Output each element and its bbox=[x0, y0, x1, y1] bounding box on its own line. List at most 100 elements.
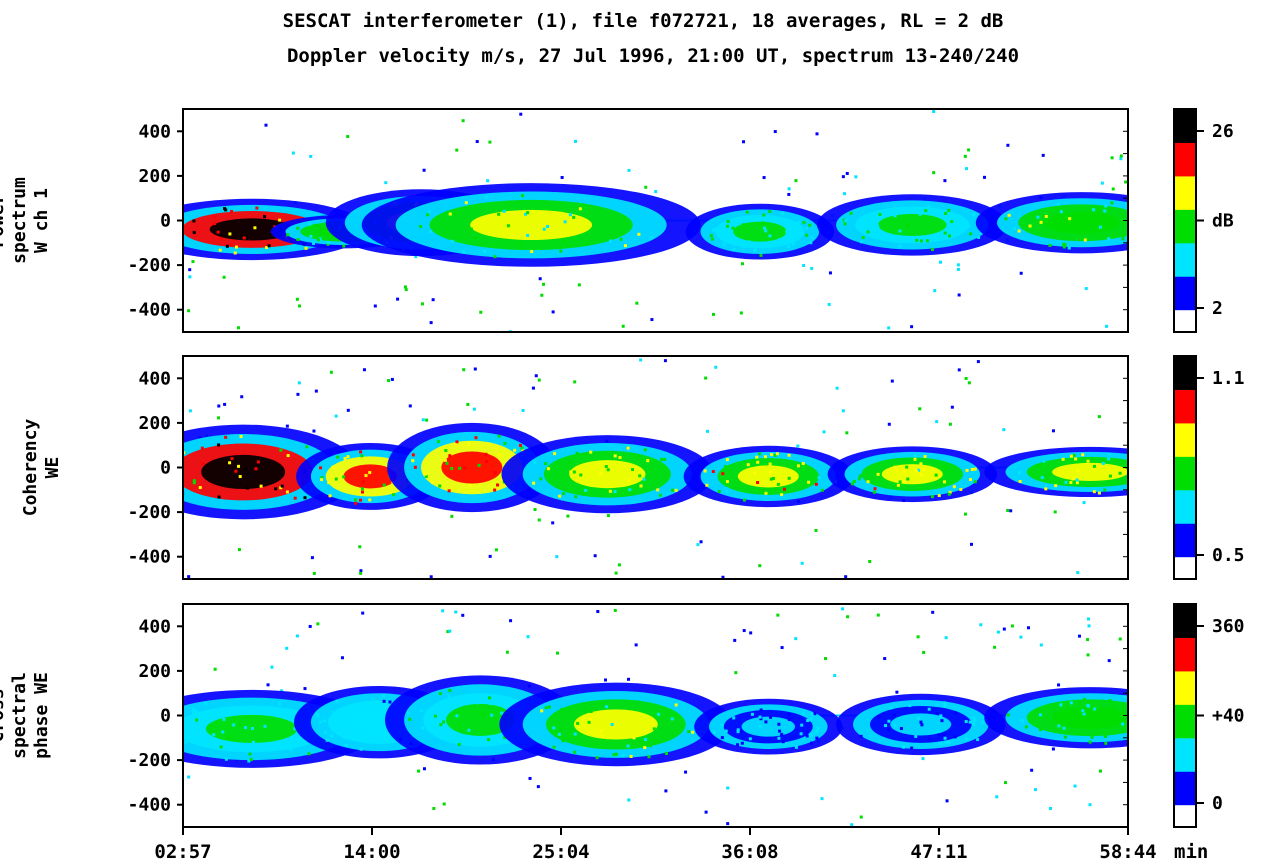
noise-point bbox=[1100, 181, 1104, 185]
noise-point bbox=[1041, 153, 1045, 157]
noise-point bbox=[295, 297, 299, 301]
noise-point bbox=[963, 154, 967, 158]
y-tick-label: -200 bbox=[128, 502, 171, 523]
noise-point bbox=[448, 629, 452, 633]
noise-point bbox=[1086, 638, 1090, 642]
noise-point bbox=[359, 569, 363, 573]
noise-point bbox=[810, 266, 814, 270]
noise-point bbox=[995, 795, 999, 799]
noise-point bbox=[1118, 637, 1122, 641]
noise-point bbox=[827, 302, 831, 306]
noise-point bbox=[384, 181, 388, 185]
noise-point bbox=[1086, 653, 1090, 657]
noise-point bbox=[787, 192, 791, 196]
noise-point bbox=[285, 646, 289, 650]
noise-point bbox=[887, 326, 891, 330]
noise-point bbox=[593, 554, 597, 558]
noise-point bbox=[814, 528, 818, 532]
noise-point bbox=[340, 656, 344, 660]
noise-point bbox=[627, 677, 631, 681]
y-axis-label: Coherency WE bbox=[20, 419, 63, 517]
noise-point bbox=[455, 148, 459, 152]
noise-point bbox=[780, 646, 784, 650]
noise-point bbox=[505, 650, 509, 654]
y-tick-label: -400 bbox=[128, 795, 171, 816]
x-tick-label: 36:08 bbox=[721, 841, 778, 863]
noise-point bbox=[309, 154, 313, 158]
y-tick-label: 0 bbox=[160, 458, 171, 479]
panel-3: 400 200 0 -200 -400 Cross spectral phase WE 360 +… bbox=[0, 603, 1245, 828]
noise-point bbox=[432, 807, 436, 811]
noise-point bbox=[931, 610, 935, 614]
noise-point bbox=[711, 312, 715, 316]
noise-point bbox=[800, 561, 804, 565]
noise-point bbox=[921, 757, 925, 761]
noise-point bbox=[749, 631, 753, 635]
noise-point bbox=[296, 392, 300, 396]
noise-point bbox=[939, 260, 943, 264]
noise-point bbox=[1097, 415, 1101, 419]
noise-point bbox=[1076, 571, 1080, 575]
noise-point bbox=[828, 271, 832, 275]
noise-point bbox=[787, 187, 791, 191]
noise-point bbox=[488, 554, 492, 558]
noise-point bbox=[280, 689, 284, 693]
noise-point bbox=[566, 514, 570, 518]
panel-1: 400 200 0 -200 -400 Power spectrum W ch 1 26 dB 2 bbox=[0, 108, 1234, 333]
y-axis-label-line: Coherency bbox=[20, 419, 41, 517]
noise-point bbox=[494, 548, 498, 552]
echo-blob-7 bbox=[975, 192, 1128, 254]
noise-point bbox=[1019, 271, 1023, 275]
echo-blob-4 bbox=[499, 682, 733, 767]
noise-point bbox=[555, 651, 559, 655]
heatmap-2 bbox=[183, 358, 1128, 579]
noise-point bbox=[833, 673, 837, 677]
noise-point bbox=[1087, 624, 1091, 628]
noise-point bbox=[650, 318, 654, 322]
noise-point bbox=[441, 609, 445, 613]
noise-point bbox=[188, 409, 192, 413]
noise-point bbox=[417, 769, 421, 773]
noise-point bbox=[1086, 617, 1090, 621]
noise-point bbox=[1051, 429, 1055, 433]
noise-point bbox=[841, 409, 845, 413]
colorbar-label: 360 bbox=[1212, 616, 1245, 637]
noise-point bbox=[237, 326, 241, 330]
noise-point bbox=[663, 359, 667, 363]
noise-point bbox=[264, 123, 268, 127]
y-axis-label: Cross spectral phase WE bbox=[0, 672, 52, 759]
y-axis-label-line: phase WE bbox=[31, 672, 52, 759]
y-axis-label-line: spectrum bbox=[9, 177, 30, 264]
noise-point bbox=[270, 665, 274, 669]
noise-point bbox=[910, 325, 914, 329]
noise-point bbox=[454, 610, 458, 614]
noise-point bbox=[1111, 187, 1115, 191]
noise-point bbox=[442, 802, 446, 806]
noise-point bbox=[922, 650, 926, 654]
noise-point bbox=[526, 635, 530, 639]
noise-point bbox=[603, 678, 607, 682]
title-line-1: SESCAT interferometer (1), file f072721,… bbox=[283, 10, 1004, 32]
y-axis-label-line: Cross bbox=[0, 688, 8, 742]
noise-point bbox=[1049, 806, 1053, 810]
echo-blob-5 bbox=[685, 203, 834, 260]
echo-blob-4 bbox=[501, 435, 714, 514]
noise-point bbox=[944, 636, 948, 640]
noise-point bbox=[574, 139, 578, 143]
noise-point bbox=[846, 615, 850, 619]
noise-point bbox=[536, 785, 540, 789]
noise-point bbox=[1073, 784, 1077, 788]
noise-point bbox=[358, 545, 362, 549]
x-tick-label: 47:11 bbox=[910, 841, 967, 863]
noise-point bbox=[555, 555, 559, 559]
noise-point bbox=[957, 368, 961, 372]
noise-point bbox=[1003, 781, 1007, 785]
noise-point bbox=[533, 507, 537, 511]
echo-blob-6 bbox=[836, 693, 1006, 756]
noise-point bbox=[843, 192, 847, 196]
noise-point bbox=[1082, 501, 1086, 505]
noise-point bbox=[329, 370, 333, 374]
noise-point bbox=[596, 609, 600, 613]
noise-point bbox=[217, 416, 221, 420]
